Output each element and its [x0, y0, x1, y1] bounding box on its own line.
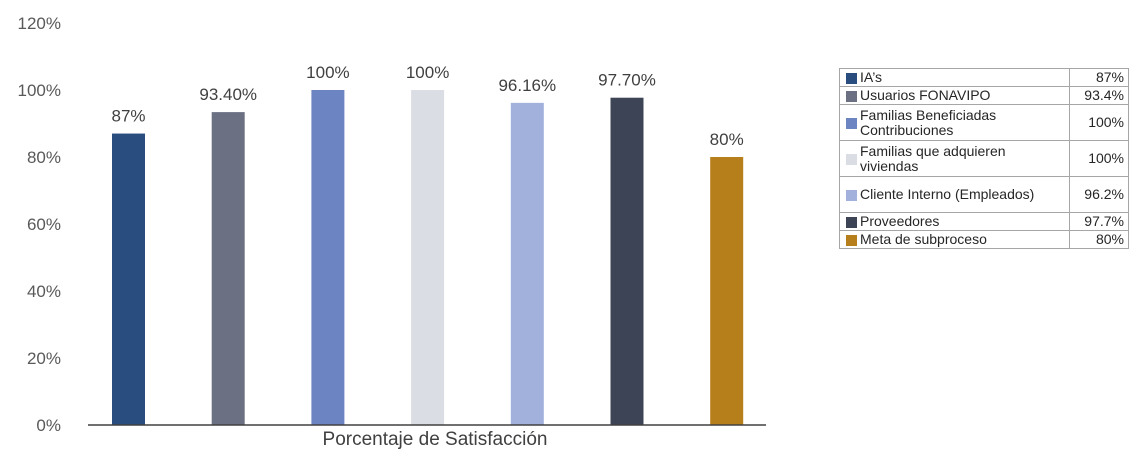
legend-row: Usuarios FONAVIPO 93.4%: [839, 86, 1129, 105]
legend-label-text: Familias Beneficiadas Contribuciones: [860, 106, 997, 138]
legend-label: IA’s: [839, 68, 1070, 87]
y-tick-label: 80%: [27, 148, 61, 167]
legend-swatch: [846, 216, 857, 228]
legend-row: Familias que adquieren viviendas 100%: [839, 140, 1129, 177]
legend-swatch: [846, 117, 857, 129]
legend-label-text: Cliente Interno (Empleados): [860, 186, 1035, 202]
y-tick-label: 0%: [36, 416, 61, 435]
legend-row: Cliente Interno (Empleados) 96.2%: [839, 176, 1129, 213]
data-label: 96.16%: [498, 76, 556, 95]
bar-chart: 0% 20% 40% 60% 80% 100% 120% 87% 93.40% 100% 100%…: [18, 14, 766, 449]
legend-label-text: Usuarios FONAVIPO: [860, 87, 991, 103]
legend-value: 100%: [1069, 104, 1129, 141]
legend-label-text: IA’s: [860, 69, 883, 85]
legend-row: Meta de subproceso 80%: [839, 230, 1129, 249]
legend-label-text: Meta de subproceso: [860, 231, 987, 247]
y-tick-label: 20%: [27, 349, 61, 368]
y-tick-label: 60%: [27, 215, 61, 234]
bar: [610, 97, 644, 425]
y-tick-label: 100%: [18, 81, 61, 100]
legend-row: IA’s 87%: [839, 68, 1129, 87]
data-label: 80%: [710, 130, 744, 149]
legend-value: 100%: [1069, 140, 1129, 177]
legend-swatch: [846, 153, 857, 165]
legend-label: Familias Beneficiadas Contribuciones: [839, 104, 1070, 141]
legend-label-text: Familias que adquieren viviendas: [860, 142, 1006, 174]
legend-row: Familias Beneficiadas Contribuciones 100%: [839, 104, 1129, 141]
y-tick-label: 40%: [27, 282, 61, 301]
legend-value: 93.4%: [1069, 86, 1129, 105]
legend-label: Proveedores: [839, 212, 1070, 231]
bar: [211, 112, 245, 426]
legend-value: 96.2%: [1069, 176, 1129, 213]
data-label: 97.70%: [598, 71, 656, 90]
legend-label: Meta de subproceso: [839, 230, 1070, 249]
legend-swatch: [846, 90, 857, 102]
bar: [112, 133, 145, 426]
data-label: 93.40%: [199, 85, 257, 104]
legend-value: 87%: [1069, 68, 1129, 87]
y-tick-label: 120%: [18, 14, 61, 33]
bar: [710, 157, 744, 425]
legend-label: Familias que adquieren viviendas: [839, 140, 1070, 177]
data-label: 100%: [406, 63, 449, 82]
legend-swatch: [846, 189, 857, 201]
bar: [411, 90, 445, 425]
legend-swatch: [846, 234, 857, 246]
bar: [510, 102, 544, 425]
data-label: 100%: [306, 63, 349, 82]
legend-row: Proveedores 97.7%: [839, 212, 1129, 231]
x-axis-label: Porcentaje de Satisfacción: [323, 429, 548, 449]
data-label: 87%: [111, 107, 145, 126]
legend-label: Usuarios FONAVIPO: [839, 86, 1070, 105]
legend-swatch: [846, 72, 857, 84]
legend-value: 97.7%: [1069, 212, 1129, 231]
legend-label-text: Proveedores: [860, 213, 940, 229]
legend-value: 80%: [1069, 230, 1129, 249]
legend-label: Cliente Interno (Empleados): [839, 176, 1070, 213]
bar: [311, 90, 345, 425]
legend-table: IA’s 87% Usuarios FONAVIPO 93.4% Familias Be…: [839, 68, 1129, 249]
